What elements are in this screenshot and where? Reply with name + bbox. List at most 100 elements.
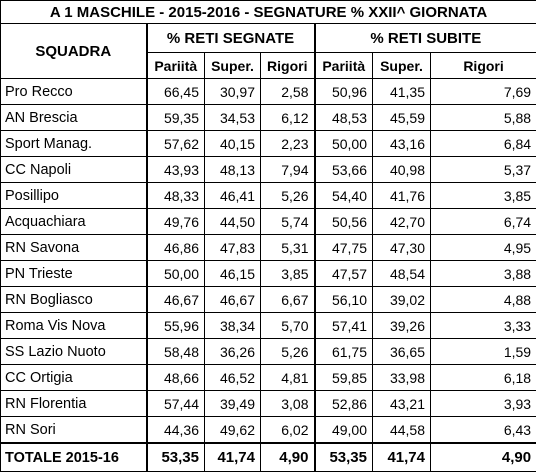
total-cell: 4,90 <box>429 442 536 472</box>
table-row: AN Brescia 59,35 34,53 6,12 48,53 45,59 5,88 <box>0 104 536 131</box>
value-cell: 46,67 <box>204 286 261 313</box>
value-cell: 39,26 <box>372 312 431 339</box>
value-cell: 48,13 <box>204 156 261 183</box>
value-cell: 6,67 <box>260 286 316 313</box>
team-name: RN Sori <box>0 416 148 444</box>
value-cell: 57,44 <box>146 390 205 417</box>
value-cell: 45,59 <box>372 104 431 131</box>
value-cell: 57,41 <box>314 312 373 339</box>
team-name: CC Ortigia <box>0 364 148 391</box>
table-row: PN Trieste 50,00 46,15 3,85 47,57 48,54 3,88 <box>0 260 536 287</box>
subheader-rigori-segnate: Rigori <box>260 52 316 79</box>
value-cell: 47,75 <box>314 234 373 261</box>
value-cell: 48,54 <box>372 260 431 287</box>
value-cell: 50,00 <box>314 130 373 157</box>
value-cell: 52,86 <box>314 390 373 417</box>
value-cell: 44,50 <box>204 208 261 235</box>
value-cell: 41,35 <box>372 78 431 105</box>
value-cell: 5,31 <box>260 234 316 261</box>
table-body: Pro Recco 66,45 30,97 2,58 50,96 41,35 7,69 AN … <box>0 78 536 444</box>
value-cell: 50,96 <box>314 78 373 105</box>
header-reti-subite: % RETI SUBITE <box>313 23 536 53</box>
value-cell: 56,10 <box>314 286 373 313</box>
value-cell: 49,00 <box>314 416 373 444</box>
table-row: Acquachiara 49,76 44,50 5,74 50,56 42,70 6,74 <box>0 208 536 235</box>
value-cell: 39,02 <box>372 286 431 313</box>
subheader-super-subite: Super. <box>372 52 431 79</box>
table-row: CC Napoli 43,93 48,13 7,94 53,66 40,98 5,37 <box>0 156 536 183</box>
value-cell: 39,49 <box>204 390 261 417</box>
value-cell: 36,65 <box>372 338 431 365</box>
value-cell: 46,52 <box>204 364 261 391</box>
value-cell: 36,26 <box>204 338 261 365</box>
total-cell: 53,35 <box>146 442 205 472</box>
table-row: Roma Vis Nova 55,96 38,34 5,70 57,41 39,26 3,3… <box>0 312 536 339</box>
value-cell: 43,21 <box>372 390 431 417</box>
total-cell: 41,74 <box>372 442 431 472</box>
value-cell: 5,70 <box>260 312 316 339</box>
subheader-super-segnate: Super. <box>204 52 261 79</box>
team-name: RN Florentia <box>0 390 148 417</box>
total-cell: 53,35 <box>314 442 373 472</box>
value-cell: 7,94 <box>260 156 316 183</box>
team-name: Pro Recco <box>0 78 148 105</box>
value-cell: 30,97 <box>204 78 261 105</box>
value-cell: 50,00 <box>146 260 205 287</box>
header-squadra: SQUADRA <box>0 23 148 79</box>
subheader-rigori-subite: Rigori <box>429 52 536 79</box>
value-cell: 5,26 <box>260 338 316 365</box>
value-cell: 3,88 <box>429 260 536 287</box>
value-cell: 49,62 <box>204 416 261 444</box>
value-cell: 54,40 <box>314 182 373 209</box>
value-cell: 44,36 <box>146 416 205 444</box>
value-cell: 42,70 <box>372 208 431 235</box>
value-cell: 4,95 <box>429 234 536 261</box>
value-cell: 48,33 <box>146 182 205 209</box>
team-name: Acquachiara <box>0 208 148 235</box>
value-cell: 55,96 <box>146 312 205 339</box>
value-cell: 59,85 <box>314 364 373 391</box>
team-name: Roma Vis Nova <box>0 312 148 339</box>
value-cell: 6,74 <box>429 208 536 235</box>
table-row: Sport Manag. 57,62 40,15 2,23 50,00 43,16 6,84 <box>0 130 536 157</box>
value-cell: 46,15 <box>204 260 261 287</box>
team-name: Posillipo <box>0 182 148 209</box>
value-cell: 50,56 <box>314 208 373 235</box>
total-row: TOTALE 2015-16 53,35 41,74 4,90 53,35 41… <box>0 442 536 472</box>
value-cell: 5,88 <box>429 104 536 131</box>
total-label: TOTALE 2015-16 <box>0 442 148 472</box>
total-cell: 4,90 <box>260 442 316 472</box>
value-cell: 47,30 <box>372 234 431 261</box>
value-cell: 7,69 <box>429 78 536 105</box>
team-name: SS Lazio Nuoto <box>0 338 148 365</box>
value-cell: 4,81 <box>260 364 316 391</box>
value-cell: 44,58 <box>372 416 431 444</box>
value-cell: 2,23 <box>260 130 316 157</box>
value-cell: 47,57 <box>314 260 373 287</box>
team-name: CC Napoli <box>0 156 148 183</box>
table-row: CC Ortigia 48,66 46,52 4,81 59,85 33,98 6,18 <box>0 364 536 391</box>
value-cell: 58,48 <box>146 338 205 365</box>
value-cell: 6,12 <box>260 104 316 131</box>
value-cell: 47,83 <box>204 234 261 261</box>
value-cell: 3,85 <box>429 182 536 209</box>
value-cell: 5,74 <box>260 208 316 235</box>
value-cell: 1,59 <box>429 338 536 365</box>
table-title: A 1 MASCHILE - 2015-2016 - SEGNATURE % X… <box>0 0 536 24</box>
value-cell: 46,67 <box>146 286 205 313</box>
table-row: RN Bogliasco 46,67 46,67 6,67 56,10 39,02 4,88 <box>0 286 536 313</box>
table-row: RN Florentia 57,44 39,49 3,08 52,86 43,21 3,93 <box>0 390 536 417</box>
value-cell: 3,85 <box>260 260 316 287</box>
value-cell: 40,98 <box>372 156 431 183</box>
value-cell: 3,33 <box>429 312 536 339</box>
value-cell: 5,37 <box>429 156 536 183</box>
value-cell: 46,86 <box>146 234 205 261</box>
team-name: AN Brescia <box>0 104 148 131</box>
subheader-parita-subite: Pariità <box>314 52 373 79</box>
value-cell: 6,43 <box>429 416 536 444</box>
value-cell: 53,66 <box>314 156 373 183</box>
table-row: Posillipo 48,33 46,41 5,26 54,40 41,76 3,85 <box>0 182 536 209</box>
value-cell: 5,26 <box>260 182 316 209</box>
value-cell: 49,76 <box>146 208 205 235</box>
value-cell: 48,53 <box>314 104 373 131</box>
